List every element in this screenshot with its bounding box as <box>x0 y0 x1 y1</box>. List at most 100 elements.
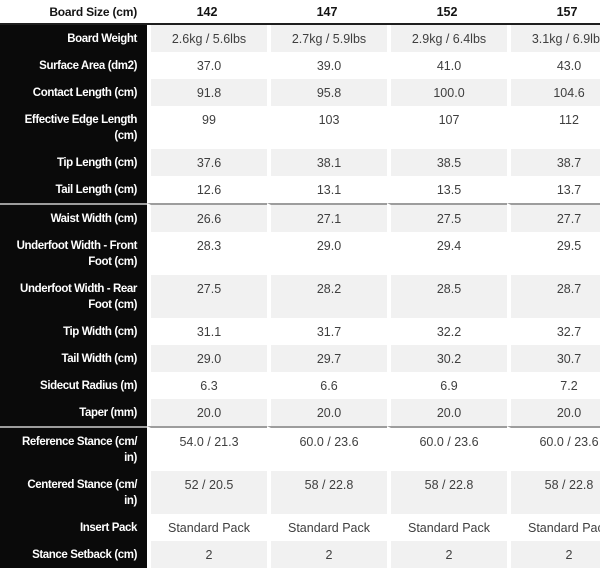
cell-value: 2 <box>147 541 267 568</box>
table-row: Tail Length (cm) 12.6 13.1 13.5 13.7 <box>0 176 600 203</box>
table-row: Insert Pack Standard Pack Standard Pack Sta… <box>0 514 600 541</box>
cell-value: 54.0 / 21.3 <box>147 426 267 471</box>
cell-value: 13.1 <box>267 176 387 203</box>
cell-value: Standard Pack <box>507 514 600 541</box>
row-label: Insert Pack <box>0 514 147 541</box>
table-row: Stance Setback (cm) 2 2 2 2 <box>0 541 600 568</box>
cell-value: Standard Pack <box>267 514 387 541</box>
row-label: Reference Stance (cm/ in) <box>0 426 147 471</box>
cell-value: 58 / 22.8 <box>267 471 387 514</box>
cell-value: 60.0 / 23.6 <box>507 426 600 471</box>
cell-value: 20.0 <box>387 399 507 426</box>
spec-table-body: Board Weight 2.6kg / 5.6lbs 2.7kg / 5.9lbs… <box>0 25 600 568</box>
size-column-header: 147 <box>267 0 387 25</box>
table-row: Effective Edge Length (cm) 99 103 107 112 <box>0 106 600 149</box>
cell-value: 112 <box>507 106 600 149</box>
cell-value: 2.7kg / 5.9lbs <box>267 25 387 52</box>
row-label: Sidecut Radius (m) <box>0 372 147 399</box>
row-label: Taper (mm) <box>0 399 147 426</box>
cell-value: 38.1 <box>267 149 387 176</box>
cell-value: 39.0 <box>267 52 387 79</box>
cell-value: 91.8 <box>147 79 267 106</box>
table-row: Underfoot Width - Rear Foot (cm) 27.5 28.2… <box>0 275 600 318</box>
cell-value: 26.6 <box>147 203 267 232</box>
row-label: Surface Area (dm2) <box>0 52 147 79</box>
cell-value: 52 / 20.5 <box>147 471 267 514</box>
cell-value: 37.6 <box>147 149 267 176</box>
row-label: Contact Length (cm) <box>0 79 147 106</box>
cell-value: 29.5 <box>507 232 600 275</box>
row-label: Tip Width (cm) <box>0 318 147 345</box>
cell-value: 20.0 <box>267 399 387 426</box>
cell-value: 27.7 <box>507 203 600 232</box>
cell-value: 2 <box>267 541 387 568</box>
cell-value: 20.0 <box>507 399 600 426</box>
table-row: Centered Stance (cm/ in) 52 / 20.5 58 / 22… <box>0 471 600 514</box>
cell-value: 2 <box>507 541 600 568</box>
table-row: Tip Length (cm) 37.6 38.1 38.5 38.7 <box>0 149 600 176</box>
table-row: Board Weight 2.6kg / 5.6lbs 2.7kg / 5.9lbs… <box>0 25 600 52</box>
cell-value: 12.6 <box>147 176 267 203</box>
cell-value: 28.7 <box>507 275 600 318</box>
cell-value: 13.5 <box>387 176 507 203</box>
cell-value: 103 <box>267 106 387 149</box>
cell-value: 29.7 <box>267 345 387 372</box>
cell-value: 2 <box>387 541 507 568</box>
cell-value: 28.2 <box>267 275 387 318</box>
cell-value: 28.3 <box>147 232 267 275</box>
cell-value: 3.1kg / 6.9lbs <box>507 25 600 52</box>
cell-value: 29.0 <box>267 232 387 275</box>
cell-value: 31.1 <box>147 318 267 345</box>
cell-value: 2.6kg / 5.6lbs <box>147 25 267 52</box>
row-label: Stance Setback (cm) <box>0 541 147 568</box>
table-row: Tail Width (cm) 29.0 29.7 30.2 30.7 <box>0 345 600 372</box>
size-column-header: 152 <box>387 0 507 25</box>
row-label: Effective Edge Length (cm) <box>0 106 147 149</box>
row-label: Centered Stance (cm/ in) <box>0 471 147 514</box>
row-label: Board Weight <box>0 25 147 52</box>
cell-value: 6.3 <box>147 372 267 399</box>
cell-value: 6.6 <box>267 372 387 399</box>
cell-value: 27.5 <box>387 203 507 232</box>
cell-value: 32.7 <box>507 318 600 345</box>
table-row: Surface Area (dm2) 37.0 39.0 41.0 43.0 <box>0 52 600 79</box>
row-label: Waist Width (cm) <box>0 203 147 232</box>
table-row: Reference Stance (cm/ in) 54.0 / 21.3 60.0… <box>0 426 600 471</box>
cell-value: 30.2 <box>387 345 507 372</box>
cell-value: 38.5 <box>387 149 507 176</box>
row-label: Tail Length (cm) <box>0 176 147 203</box>
table-row: Sidecut Radius (m) 6.3 6.6 6.9 7.2 <box>0 372 600 399</box>
table-row: Tip Width (cm) 31.1 31.7 32.2 32.7 <box>0 318 600 345</box>
cell-value: 2.9kg / 6.4lbs <box>387 25 507 52</box>
cell-value: 7.2 <box>507 372 600 399</box>
cell-value: 41.0 <box>387 52 507 79</box>
cell-value: 43.0 <box>507 52 600 79</box>
cell-value: 60.0 / 23.6 <box>387 426 507 471</box>
row-label: Underfoot Width - Rear Foot (cm) <box>0 275 147 318</box>
row-label: Tail Width (cm) <box>0 345 147 372</box>
cell-value: 13.7 <box>507 176 600 203</box>
cell-value: 29.4 <box>387 232 507 275</box>
cell-value: Standard Pack <box>387 514 507 541</box>
cell-value: 58 / 22.8 <box>387 471 507 514</box>
cell-value: Standard Pack <box>147 514 267 541</box>
table-row: Contact Length (cm) 91.8 95.8 100.0 104.6 <box>0 79 600 106</box>
cell-value: 32.2 <box>387 318 507 345</box>
cell-value: 30.7 <box>507 345 600 372</box>
cell-value: 104.6 <box>507 79 600 106</box>
cell-value: 27.1 <box>267 203 387 232</box>
cell-value: 20.0 <box>147 399 267 426</box>
cell-value: 29.0 <box>147 345 267 372</box>
size-column-header: 142 <box>147 0 267 25</box>
cell-value: 60.0 / 23.6 <box>267 426 387 471</box>
cell-value: 99 <box>147 106 267 149</box>
size-column-header: 157 <box>507 0 600 25</box>
cell-value: 95.8 <box>267 79 387 106</box>
table-row: Waist Width (cm) 26.6 27.1 27.5 27.7 <box>0 203 600 232</box>
cell-value: 107 <box>387 106 507 149</box>
cell-value: 38.7 <box>507 149 600 176</box>
cell-value: 37.0 <box>147 52 267 79</box>
row-label: Tip Length (cm) <box>0 149 147 176</box>
